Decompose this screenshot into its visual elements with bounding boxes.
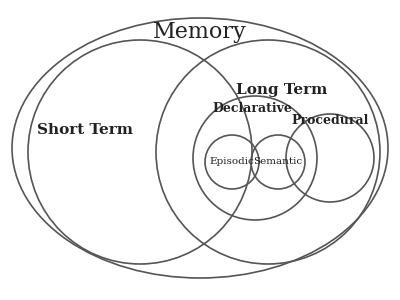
Text: Episodic: Episodic <box>210 158 254 166</box>
Text: Memory: Memory <box>153 21 247 43</box>
Text: Semantic: Semantic <box>254 158 302 166</box>
Text: Declarative: Declarative <box>212 101 292 115</box>
Text: Short Term: Short Term <box>37 123 133 137</box>
Text: Long Term: Long Term <box>236 83 328 97</box>
Text: Procedural: Procedural <box>291 113 369 127</box>
